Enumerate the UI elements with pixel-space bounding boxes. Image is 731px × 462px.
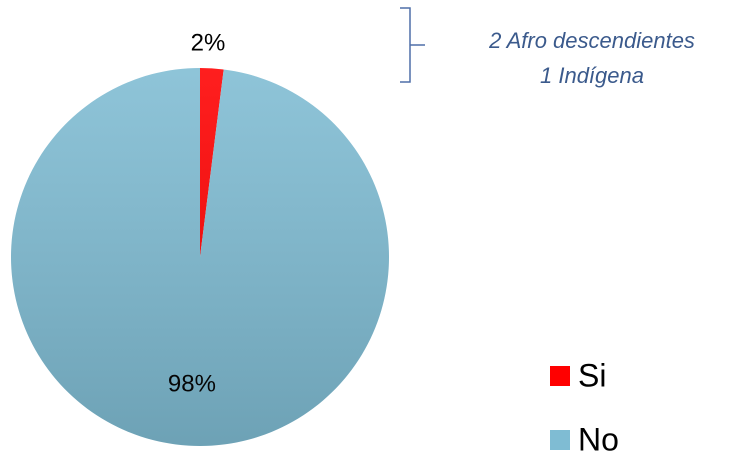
legend-swatch (550, 366, 570, 386)
legend-label: No (578, 421, 619, 457)
annotation: 1 Indígena (540, 63, 644, 88)
data-label: 2% (191, 29, 226, 56)
data-label: 98% (168, 371, 216, 398)
annotation: 2 Afro descendientes (488, 28, 695, 53)
legend-swatch (550, 430, 570, 450)
legend-label: Si (578, 357, 606, 393)
annotation-bracket (400, 7, 425, 83)
